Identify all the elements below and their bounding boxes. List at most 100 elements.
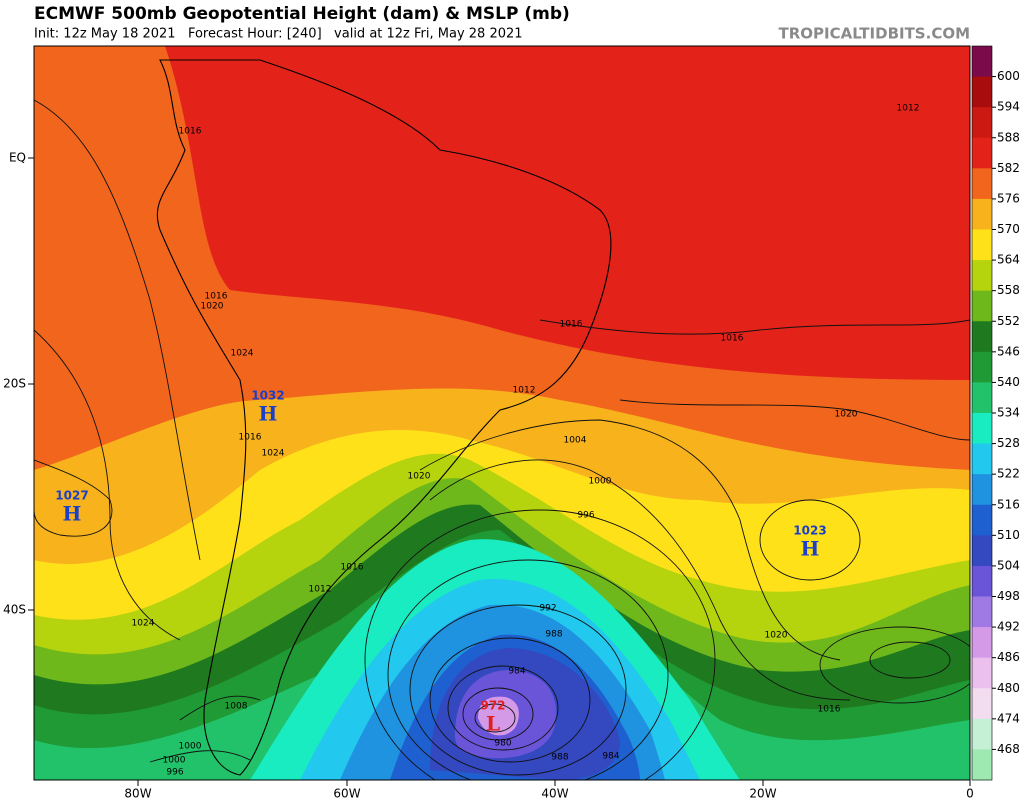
isobar-label: 1020 — [765, 631, 788, 641]
isobar-label: 1008 — [225, 702, 248, 712]
isobar — [759, 499, 861, 581]
colorbar-swatch — [972, 137, 992, 169]
lon-label: 40W — [541, 787, 568, 801]
isobar — [34, 459, 113, 537]
isobar-label: 1016 — [179, 127, 202, 137]
colorbar-label: 474 — [997, 711, 1020, 725]
center-pressure: 972 — [480, 699, 505, 713]
colorbar-swatch — [972, 596, 992, 628]
lon-label: 80W — [124, 787, 151, 801]
colorbar-label: 576 — [997, 191, 1020, 205]
isobar — [179, 695, 261, 721]
isobar — [364, 509, 716, 780]
isobar-label: 1012 — [513, 386, 536, 396]
isobar-label: 1004 — [564, 436, 587, 446]
isobar-label: 1016 — [341, 563, 364, 573]
lon-label: 60W — [333, 787, 360, 801]
colorbar-swatch — [972, 351, 992, 383]
map-frame — [33, 45, 971, 781]
colorbar-swatch — [972, 107, 992, 139]
colorbar-label: 492 — [997, 620, 1020, 634]
colorbar-swatch — [972, 688, 992, 720]
title: ECMWF 500mb Geopotential Height (dam) & … — [34, 4, 570, 24]
colorbar-swatch — [972, 443, 992, 475]
labels: 600 594 588 582 576 570 564 558 552 546 540 534 528 5… — [3, 45, 1020, 801]
colorbar-label: 600 — [997, 69, 1020, 83]
isobar — [539, 319, 970, 335]
isobar-label: 1020 — [408, 472, 431, 482]
isobar — [419, 419, 841, 661]
isobar-label: 996 — [166, 768, 183, 778]
center-symbol: H — [259, 402, 278, 426]
isobar — [34, 99, 201, 561]
isobar-label: 980 — [494, 739, 511, 749]
colorbar-label: 528 — [997, 436, 1020, 450]
colorbar-swatch — [972, 718, 992, 750]
lon-label: 0 — [966, 787, 974, 801]
isobar-label: 1024 — [262, 449, 285, 459]
colorbar-swatch — [972, 168, 992, 200]
colorbar-label: 486 — [997, 650, 1020, 664]
height-field — [34, 46, 970, 780]
center-pressure: 1027 — [55, 489, 88, 503]
colorbar-label: 510 — [997, 528, 1020, 542]
subtitle: Init: 12z May 18 2021 Forecast Hour: [24… — [34, 27, 523, 42]
colorbar-swatch — [972, 260, 992, 292]
center-symbol: H — [801, 537, 820, 561]
isobar — [429, 637, 591, 763]
colorbar-label: 588 — [997, 130, 1020, 144]
isobar — [462, 687, 534, 741]
colorbar-swatch — [972, 657, 992, 689]
colorbar-label: 498 — [997, 589, 1020, 603]
isobar-label: 1000 — [163, 756, 186, 766]
colorbar-swatch — [972, 46, 992, 78]
isobar — [409, 604, 627, 776]
colorbar-label: 540 — [997, 375, 1020, 389]
lon-label: 20W — [749, 787, 776, 801]
colorbar-label: 468 — [997, 742, 1020, 756]
isobar-label: 996 — [577, 511, 594, 521]
colorbar-label: 546 — [997, 344, 1020, 358]
isobar-label: 1016 — [205, 292, 228, 302]
isobar-label: 1024 — [231, 349, 254, 359]
center-pressure: 1023 — [793, 524, 826, 538]
isobar — [474, 703, 516, 733]
colorbar-swatch — [972, 535, 992, 567]
colorbar-swatch — [972, 382, 992, 414]
center-symbol: H — [63, 502, 82, 526]
colorbar-swatch — [972, 290, 992, 322]
isobar-label: 1016 — [560, 320, 583, 330]
colorbar-swatch — [972, 749, 992, 781]
colorbar-swatch — [972, 565, 992, 597]
colorbar-swatch — [972, 627, 992, 659]
site-credit: TROPICALTIDBITS.COM — [779, 25, 971, 43]
height-band — [478, 696, 519, 736]
isobar-label: 984 — [508, 667, 525, 677]
isobars — [34, 59, 970, 780]
isobar-label: 988 — [551, 753, 568, 763]
lat-label: EQ — [9, 151, 26, 165]
isobar-label: 1012 — [897, 104, 920, 114]
colorbar-label: 522 — [997, 467, 1020, 481]
isobar — [819, 626, 970, 704]
isobar-label: 1000 — [589, 477, 612, 487]
isobar-label: 1016 — [239, 433, 262, 443]
colorbar-swatch — [972, 413, 992, 445]
center-symbol: L — [486, 712, 500, 736]
colorbar-swatch — [972, 321, 992, 353]
isobar-label: 984 — [602, 752, 619, 762]
lat-label: 40S — [3, 603, 26, 617]
isobar-label: 992 — [539, 604, 556, 614]
center-pressure: 1032 — [251, 389, 284, 403]
colorbar-label: 582 — [997, 161, 1020, 175]
colorbar-label: 564 — [997, 253, 1020, 267]
isobar-label: 1016 — [721, 334, 744, 344]
coastline — [156, 59, 612, 776]
isobar — [619, 399, 970, 441]
isobar-label: 988 — [545, 630, 562, 640]
isobar — [869, 641, 951, 679]
colorbar-swatch — [972, 504, 992, 536]
colorbar-swatch — [972, 229, 992, 261]
isobar-label: 1024 — [132, 619, 155, 629]
isobar-label: 1020 — [201, 302, 224, 312]
